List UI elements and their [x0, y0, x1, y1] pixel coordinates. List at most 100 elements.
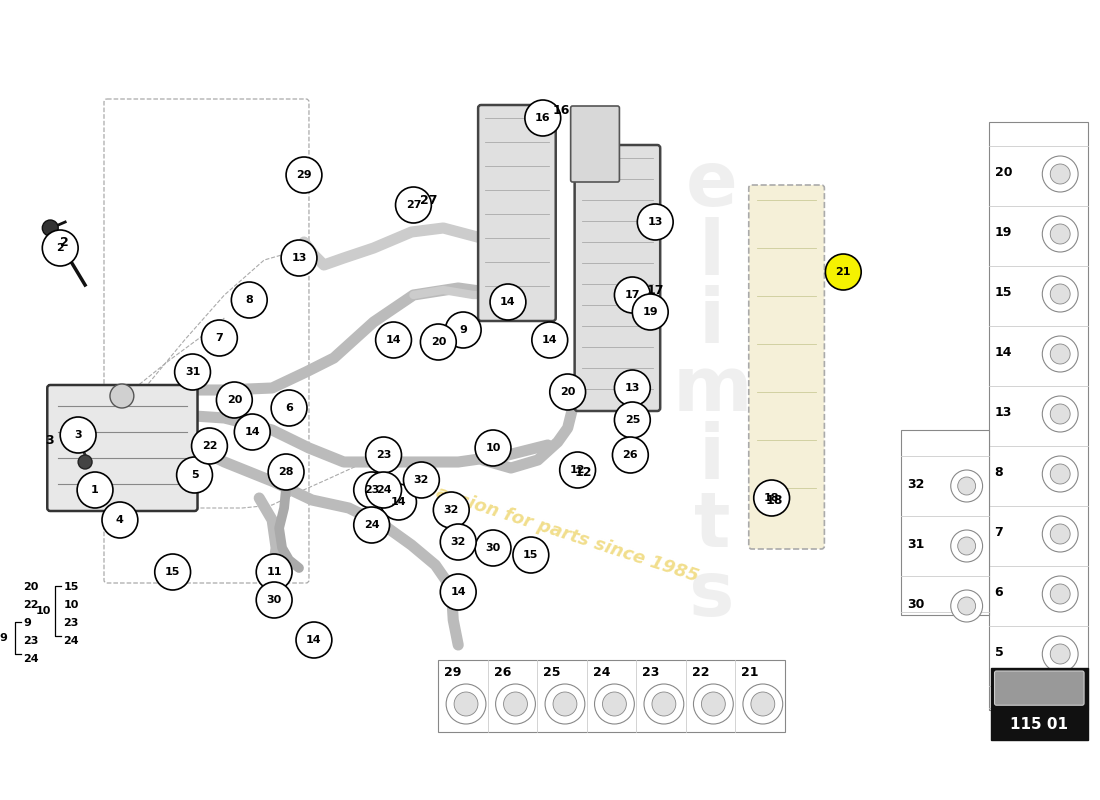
Text: 23: 23 — [376, 450, 392, 460]
Circle shape — [78, 455, 92, 469]
Circle shape — [615, 277, 650, 313]
Circle shape — [1050, 524, 1070, 544]
Text: 26: 26 — [494, 666, 512, 679]
Circle shape — [603, 692, 626, 716]
Circle shape — [201, 320, 238, 356]
Circle shape — [958, 537, 976, 555]
Text: 2: 2 — [60, 235, 69, 249]
Circle shape — [256, 582, 293, 618]
Circle shape — [1050, 344, 1070, 364]
Circle shape — [751, 692, 774, 716]
Circle shape — [77, 472, 113, 508]
Text: 24: 24 — [593, 666, 611, 679]
Text: 3: 3 — [45, 434, 54, 446]
Circle shape — [155, 554, 190, 590]
Circle shape — [1043, 276, 1078, 312]
Circle shape — [1050, 644, 1070, 664]
Circle shape — [1043, 696, 1078, 732]
Text: a passion for parts since 1985: a passion for parts since 1985 — [405, 474, 701, 586]
Circle shape — [1043, 516, 1078, 552]
Circle shape — [110, 384, 134, 408]
Text: 19: 19 — [642, 307, 658, 317]
Circle shape — [1043, 156, 1078, 192]
Circle shape — [234, 414, 271, 450]
Text: 5: 5 — [190, 470, 198, 480]
Circle shape — [958, 477, 976, 495]
Text: 14: 14 — [542, 335, 558, 345]
Text: 15: 15 — [994, 286, 1012, 298]
Text: 14: 14 — [390, 497, 406, 507]
Circle shape — [1043, 396, 1078, 432]
Bar — [990, 668, 1088, 740]
Circle shape — [1043, 456, 1078, 492]
Circle shape — [1050, 584, 1070, 604]
Circle shape — [615, 402, 650, 438]
Text: 21: 21 — [741, 666, 759, 679]
Text: 32: 32 — [908, 478, 924, 490]
Circle shape — [354, 472, 389, 508]
Text: 9: 9 — [0, 633, 8, 643]
Text: e
l
i
m
i
t
s: e l i m i t s — [672, 149, 751, 632]
Text: 24: 24 — [376, 485, 392, 495]
Text: 15: 15 — [165, 567, 180, 577]
Text: 13: 13 — [625, 383, 640, 393]
Text: 30: 30 — [908, 598, 924, 610]
Circle shape — [560, 452, 595, 488]
Circle shape — [742, 684, 783, 724]
Text: 17: 17 — [625, 290, 640, 300]
Text: 13: 13 — [994, 406, 1012, 418]
Circle shape — [42, 230, 78, 266]
Circle shape — [950, 530, 982, 562]
Text: 15: 15 — [524, 550, 539, 560]
Circle shape — [433, 492, 470, 528]
Text: 2: 2 — [56, 243, 64, 253]
Text: 14: 14 — [500, 297, 516, 307]
Circle shape — [1050, 224, 1070, 244]
Circle shape — [1050, 464, 1070, 484]
Text: 31: 31 — [185, 367, 200, 377]
Circle shape — [282, 240, 317, 276]
Bar — [438, 660, 784, 732]
Text: 18: 18 — [763, 493, 780, 503]
Text: 12: 12 — [574, 466, 592, 479]
Circle shape — [217, 382, 252, 418]
Text: 23: 23 — [63, 618, 78, 628]
Circle shape — [496, 684, 536, 724]
Circle shape — [475, 430, 512, 466]
Circle shape — [420, 324, 456, 360]
Circle shape — [958, 597, 976, 615]
Circle shape — [454, 692, 478, 716]
Text: 32: 32 — [443, 505, 459, 515]
Circle shape — [1043, 336, 1078, 372]
Text: 15: 15 — [63, 582, 78, 592]
Circle shape — [447, 684, 486, 724]
Circle shape — [1043, 576, 1078, 612]
Text: 24: 24 — [23, 654, 38, 664]
FancyBboxPatch shape — [47, 385, 198, 511]
Circle shape — [365, 437, 402, 473]
Text: 5: 5 — [994, 646, 1003, 658]
Circle shape — [950, 470, 982, 502]
Circle shape — [375, 322, 411, 358]
Circle shape — [644, 684, 684, 724]
Text: 20: 20 — [560, 387, 575, 397]
Circle shape — [60, 417, 96, 453]
Circle shape — [702, 692, 725, 716]
Circle shape — [613, 437, 648, 473]
Circle shape — [440, 574, 476, 610]
Circle shape — [42, 220, 58, 236]
Text: 23: 23 — [642, 666, 660, 679]
FancyBboxPatch shape — [571, 106, 619, 182]
Text: 10: 10 — [485, 443, 501, 453]
Text: 32: 32 — [451, 537, 466, 547]
Text: 9: 9 — [23, 618, 31, 628]
Text: 7: 7 — [994, 526, 1003, 538]
Text: 17: 17 — [647, 285, 663, 298]
Text: 23: 23 — [364, 485, 380, 495]
FancyBboxPatch shape — [574, 145, 660, 411]
Circle shape — [513, 537, 549, 573]
Circle shape — [546, 684, 585, 724]
Text: 14: 14 — [386, 335, 402, 345]
Circle shape — [475, 530, 512, 566]
Circle shape — [286, 157, 322, 193]
